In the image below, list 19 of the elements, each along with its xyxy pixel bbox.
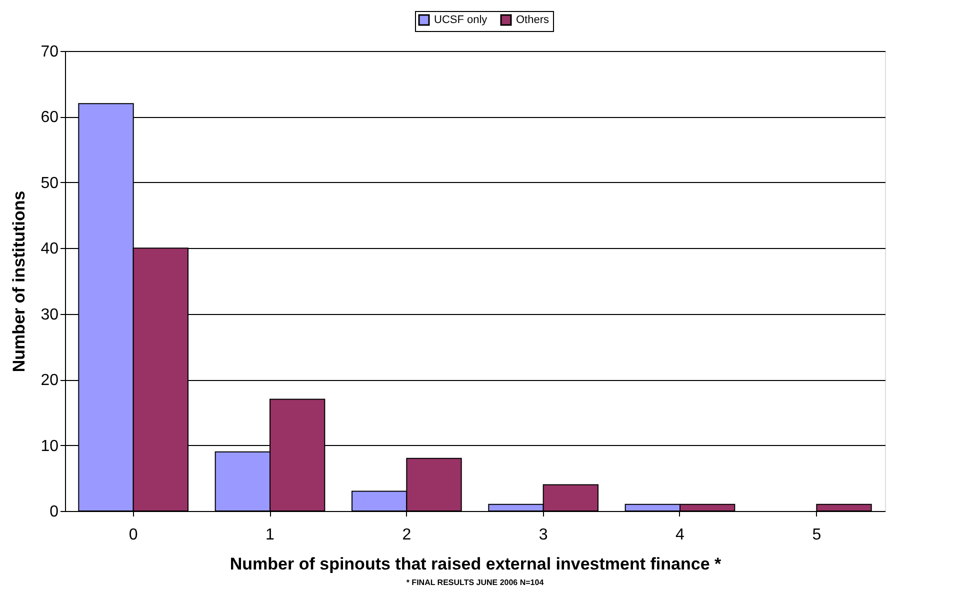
y-tick-label: 70	[40, 44, 59, 60]
y-tick-label: 20	[40, 372, 59, 390]
y-tick-label: 30	[40, 306, 59, 324]
x-tick-label: 3	[538, 526, 548, 544]
y-tick-label: 40	[40, 240, 59, 258]
x-tick-label: 5	[812, 526, 822, 544]
x-tick-label: 2	[402, 526, 412, 544]
legend-label: Others	[516, 14, 550, 26]
y-axis-title: Number of institutions	[10, 190, 29, 372]
y-tick-label: 50	[40, 174, 59, 192]
x-tick-label: 4	[676, 526, 685, 544]
y-tick-label: 0	[50, 504, 59, 520]
y-tick-label: 60	[40, 109, 59, 126]
y-tick-label: 10	[40, 438, 59, 455]
x-axis-title: Number of spinouts that raised external investment finance *	[230, 554, 722, 574]
text: * FINAL RESULTS JUNE 2006 N=104	[406, 578, 544, 587]
x-tick-label: 1	[266, 526, 275, 544]
x-tick-label: 0	[128, 526, 138, 544]
legend-label: UCSF only	[434, 14, 488, 26]
